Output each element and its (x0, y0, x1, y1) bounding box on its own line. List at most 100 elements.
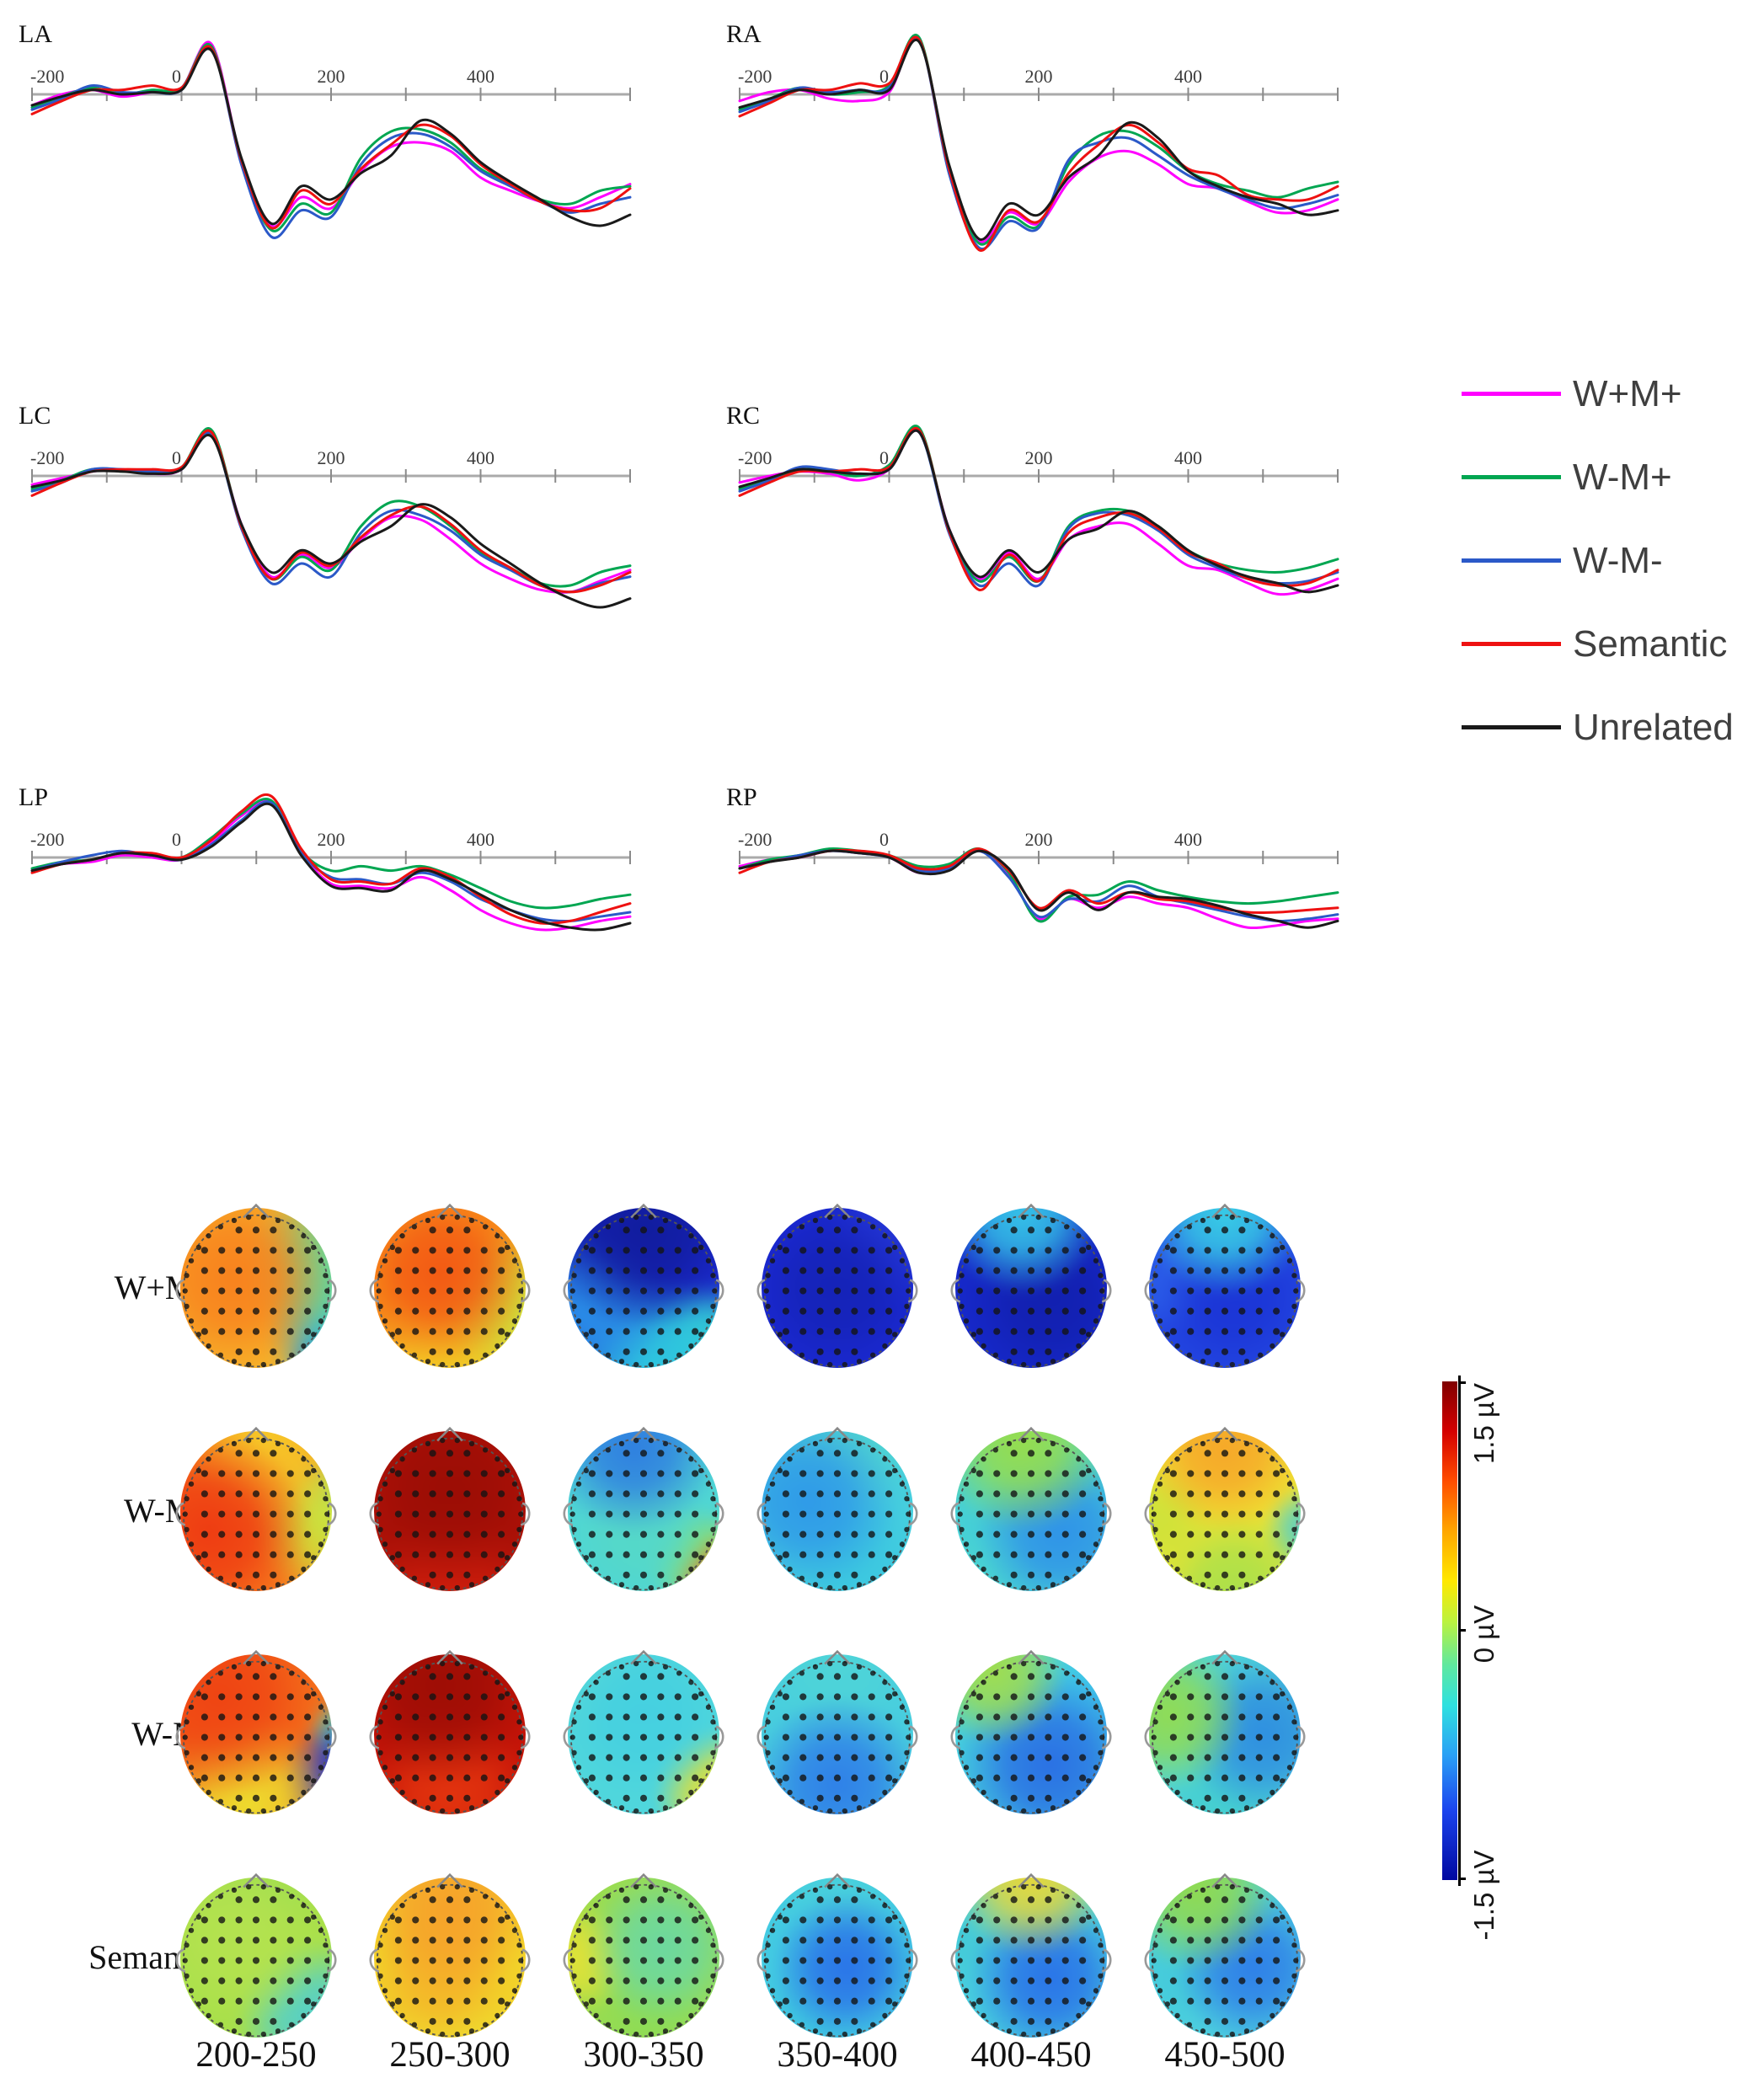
x-tick-label: 400 (467, 447, 494, 468)
nose-outline (1211, 1203, 1238, 1219)
topo-map-w-m+-250-300 (369, 1425, 531, 1594)
nose-outline (630, 1872, 657, 1888)
legend-swatch-black (1462, 725, 1561, 729)
erp-curve-w-m+ (738, 34, 1339, 246)
legend-label: Unrelated (1573, 706, 1734, 748)
nose-outline (436, 1872, 463, 1888)
x-tick-label: 200 (1025, 447, 1053, 468)
electrode-dots (957, 1660, 1105, 1814)
ear-outline-right (907, 1279, 918, 1303)
electrode-dots (763, 1883, 911, 2038)
electrode-dots (182, 1437, 330, 1591)
ear-outline-left (950, 1279, 961, 1303)
panel-title: LC (19, 402, 51, 430)
electrode-dots (569, 1883, 718, 2038)
ear-outline-left (175, 1502, 186, 1526)
legend-label: W-M+ (1573, 456, 1672, 498)
ear-outline-right (326, 1948, 337, 1973)
head-overlay (756, 1426, 918, 1591)
head-overlay (563, 1426, 724, 1591)
nose-outline (436, 1426, 463, 1442)
topo-col-label: 300-350 (583, 2035, 704, 2075)
ear-outline-left (756, 1948, 767, 1973)
ear-outline-right (714, 1279, 724, 1303)
topo-map-semantic-350-400 (756, 1872, 918, 2040)
topo-map-w-m+-400-450 (950, 1425, 1112, 1594)
legend-item: W-M- (1462, 519, 1756, 602)
electrode-dots (1151, 1437, 1299, 1591)
erp-curve-w+m+ (30, 40, 632, 228)
electrode-dots (182, 1660, 330, 1814)
topo-map-w-m+-350-400 (756, 1425, 918, 1594)
ear-outline-left (1144, 1279, 1155, 1303)
head-overlay (950, 1872, 1112, 2038)
electrode-dots (376, 1883, 524, 2038)
head-overlay (175, 1872, 337, 2038)
erp-curve-w-m+ (738, 847, 1339, 923)
x-tick-label: 400 (1174, 447, 1202, 468)
ear-outline-right (520, 1279, 531, 1303)
legend-item: W-M+ (1462, 435, 1756, 519)
head-overlay (950, 1649, 1112, 1814)
electrode-dots (569, 1437, 718, 1591)
ear-outline-left (756, 1279, 767, 1303)
ear-outline-right (907, 1725, 918, 1749)
nose-outline (1018, 1649, 1045, 1665)
topo-map-w+m+-400-450 (950, 1202, 1112, 1370)
x-tick-label: 0 (172, 447, 181, 468)
ear-outline-left (175, 1279, 186, 1303)
colorbar-min-label: -1.5 µV (1468, 1850, 1499, 1941)
x-tick-label: -200 (738, 829, 772, 850)
x-tick-label: 0 (879, 66, 889, 87)
erp-curve-w+m+ (738, 429, 1339, 596)
topo-map-semantic-250-300 (369, 1872, 531, 2040)
electrode-dots (376, 1660, 524, 1814)
electrode-dots (376, 1437, 524, 1591)
topo-col-label: 200-250 (195, 2035, 317, 2075)
nose-outline (1018, 1426, 1045, 1442)
erp-curve-w+m+ (30, 799, 632, 932)
topo-map-w-m+-300-350 (563, 1425, 724, 1594)
head-overlay (1144, 1426, 1306, 1591)
head-overlay (756, 1649, 918, 1814)
topo-map-w-m+-450-500 (1144, 1425, 1306, 1594)
erp-curve-semantic (30, 429, 632, 594)
x-tick-label: 200 (318, 66, 345, 87)
topo-map-w-m--450-500 (1144, 1648, 1306, 1817)
legend-label: W+M+ (1573, 372, 1682, 414)
topo-map-w-m--400-450 (950, 1648, 1112, 1817)
legend-swatch-green (1462, 475, 1561, 479)
legend-swatch-blue (1462, 558, 1561, 563)
x-tick-label: 200 (318, 447, 345, 468)
head-overlay (563, 1203, 724, 1368)
x-tick-label: 200 (318, 829, 345, 850)
erp-curve-unrelated (738, 849, 1339, 929)
topo-map-w+m+-200-250 (175, 1202, 337, 1370)
panel-title: RA (726, 20, 762, 48)
x-tick-label: 400 (467, 829, 494, 850)
colorbar-tick-mid (1458, 1629, 1466, 1632)
nose-outline (824, 1872, 851, 1888)
erp-curve-unrelated (738, 38, 1339, 241)
nose-outline (1211, 1649, 1238, 1665)
electrode-dots (1151, 1214, 1299, 1368)
topo-map-semantic-450-500 (1144, 1872, 1306, 2040)
ear-outline-left (756, 1502, 767, 1526)
electrode-dots (182, 1883, 330, 2038)
topo-map-w-m--300-350 (563, 1648, 724, 1817)
nose-outline (436, 1203, 463, 1219)
x-tick-label: 400 (467, 66, 494, 87)
ear-outline-left (563, 1948, 574, 1973)
erp-panel-lc: LC -200 0 200 400 (19, 402, 632, 609)
ear-outline-left (1144, 1948, 1155, 1973)
x-tick-label: -200 (30, 66, 64, 87)
colorbar-zero-label: 0 µV (1468, 1605, 1499, 1664)
panel-title: RP (726, 783, 757, 811)
nose-outline (630, 1649, 657, 1665)
ear-outline-left (1144, 1502, 1155, 1526)
nose-outline (243, 1872, 270, 1888)
x-tick-label: -200 (738, 447, 772, 468)
ear-outline-left (756, 1725, 767, 1749)
colorbar-tick-top (1458, 1381, 1466, 1384)
